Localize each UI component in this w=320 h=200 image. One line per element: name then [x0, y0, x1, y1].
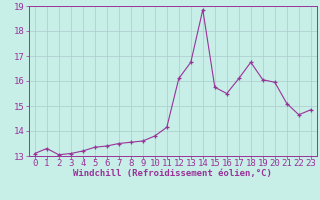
X-axis label: Windchill (Refroidissement éolien,°C): Windchill (Refroidissement éolien,°C) — [73, 169, 272, 178]
